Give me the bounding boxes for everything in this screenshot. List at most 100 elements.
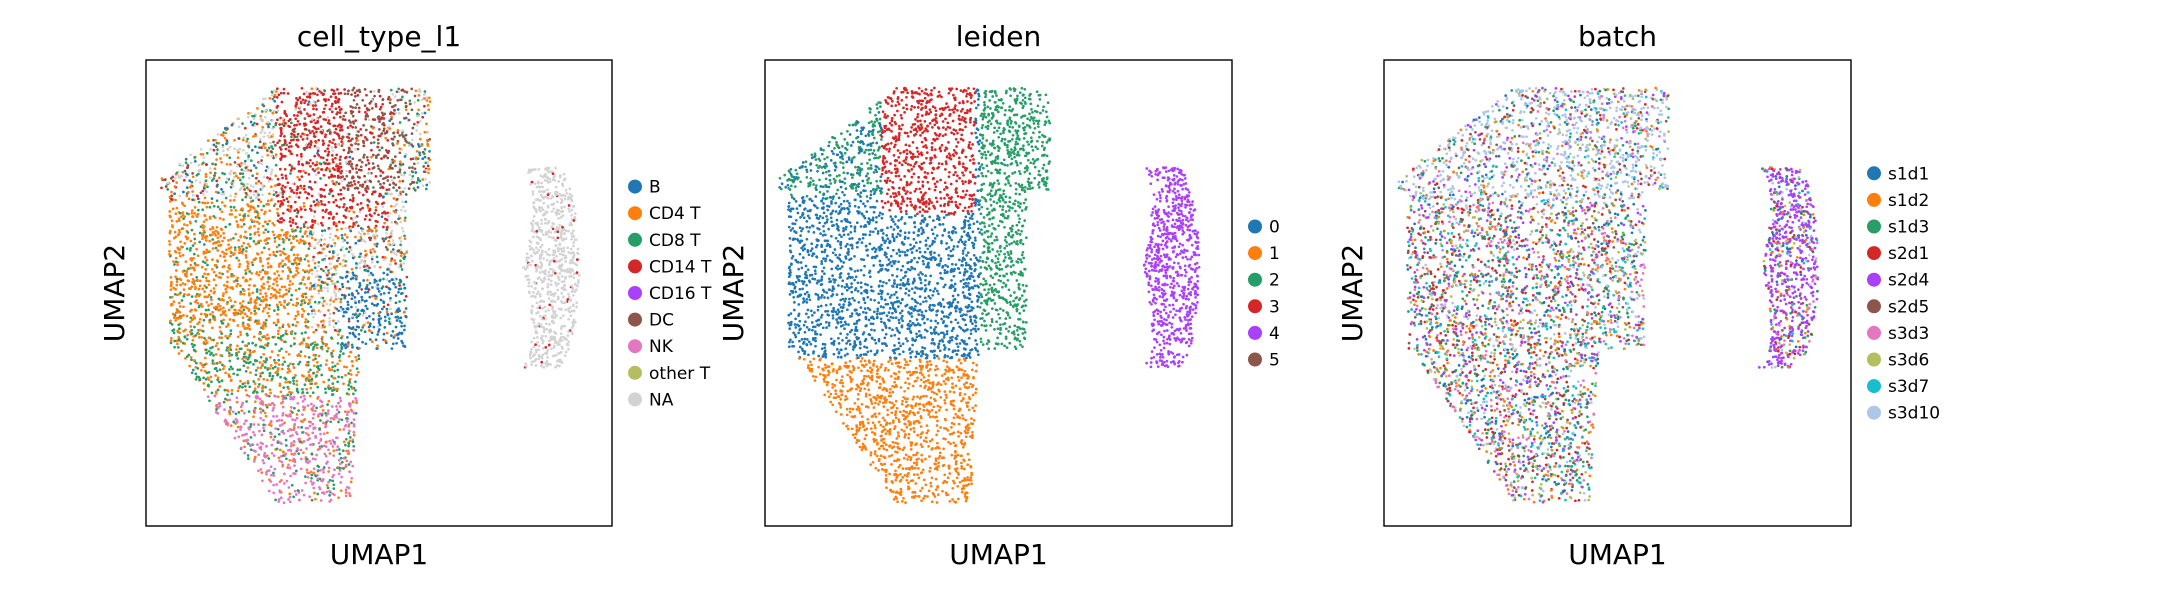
point-CD8-T (229, 329, 233, 332)
point-B (346, 336, 349, 339)
point-NA (549, 283, 553, 287)
point-CD4-T (347, 393, 351, 396)
point-CD4-T (348, 494, 352, 498)
point-NK (280, 419, 284, 422)
point-NA (205, 190, 208, 194)
point-NK (296, 447, 299, 450)
point-NA (270, 154, 274, 158)
point-CD8-T (271, 366, 275, 370)
point-NA (550, 210, 554, 213)
point-CD4-T (284, 329, 288, 333)
point-CD4-T (312, 358, 315, 362)
point-CD14-T (343, 88, 346, 91)
point-CD4-T (324, 363, 328, 366)
point-NA (233, 147, 236, 151)
point-NK (352, 430, 356, 434)
point-NA (533, 282, 537, 285)
point-CD4-T (205, 279, 209, 283)
point-CD4-T (274, 361, 278, 365)
point-CD4-T (176, 342, 179, 346)
point-B (380, 307, 384, 311)
point-CD4-T (282, 120, 286, 124)
point-NK (289, 394, 292, 398)
point-CD4-T (253, 284, 257, 287)
point-CD8-T (336, 368, 340, 372)
point-CD4-T (277, 265, 281, 268)
point-CD4-T (190, 308, 193, 312)
point-NK (314, 457, 317, 461)
point-NA (316, 274, 319, 277)
point-B (264, 169, 268, 172)
point-NA (532, 248, 535, 252)
point-NA (525, 252, 529, 256)
point-NA (238, 188, 242, 192)
point-NA (259, 137, 262, 141)
point-CD4-T (229, 209, 233, 212)
point-CD4-T (284, 380, 288, 384)
point-CD14-T (367, 225, 370, 229)
point-B (374, 338, 378, 342)
point-CD4-T (300, 302, 304, 305)
point-CD4-T (200, 335, 204, 339)
point-NA (538, 271, 542, 274)
point-NA (345, 169, 348, 173)
point-CD4-T (258, 332, 261, 336)
point-CD4-T (213, 232, 216, 235)
point-CD14-T (302, 92, 306, 96)
point-CD4-T (268, 253, 272, 257)
point-DC (368, 179, 372, 183)
point-NA (537, 167, 541, 171)
point-CD14-T (317, 154, 321, 157)
point-CD14-T (372, 190, 375, 194)
point-DC (360, 160, 364, 164)
point-NK (245, 440, 248, 443)
point-NA (197, 163, 201, 167)
point-DC (321, 281, 325, 284)
point-CD8-T (197, 200, 201, 204)
point-CD14-T (339, 165, 343, 169)
point-CD8-T (235, 256, 239, 260)
point-NA (543, 179, 547, 182)
point-DC (383, 154, 386, 158)
point-B (403, 286, 406, 290)
point-NA (220, 192, 223, 196)
point-DC (314, 328, 318, 332)
point-DC (349, 105, 353, 108)
point-CD4-T (394, 310, 398, 314)
point-CD8-T (341, 236, 344, 240)
point-B (382, 332, 386, 336)
point-CD8-T (272, 204, 276, 208)
point-CD4-T (317, 278, 321, 282)
point-CD4-T (427, 167, 431, 171)
point-CD8-T (289, 344, 293, 348)
point-CD4-T (194, 285, 197, 289)
point-CD8-T (185, 247, 189, 251)
point-DC (382, 181, 386, 185)
point-CD4-T (256, 107, 259, 110)
point-NK (328, 439, 331, 443)
point-CD4-T (218, 304, 222, 308)
point-CD4-T (190, 209, 194, 212)
point-CD14-T (295, 96, 298, 100)
point-CD8-T (206, 263, 209, 267)
point-B (378, 323, 382, 327)
point-CD4-T (307, 471, 311, 475)
point-CD4-T (253, 387, 257, 391)
point-NA (326, 115, 330, 119)
point-CD8-T (252, 240, 256, 243)
point-CD8-T (310, 498, 314, 502)
point-CD4-T (291, 282, 294, 286)
point-CD4-T (208, 215, 212, 219)
point-NA (541, 185, 545, 189)
point-CD4-T (219, 354, 223, 357)
point-DC (385, 227, 389, 231)
point-CD8-T (276, 427, 280, 431)
point-CD8-T (349, 385, 353, 389)
point-NK (281, 400, 285, 404)
point-CD14-T (308, 131, 312, 135)
point-B (423, 155, 427, 159)
point-CD8-T (354, 411, 358, 415)
point-NK (308, 495, 311, 499)
point-DC (353, 182, 357, 186)
point-NA (553, 292, 557, 295)
